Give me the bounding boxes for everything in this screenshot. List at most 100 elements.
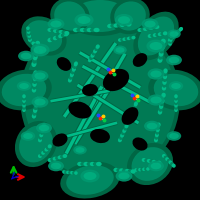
Ellipse shape [167, 159, 171, 163]
Ellipse shape [179, 27, 183, 31]
Ellipse shape [127, 37, 131, 40]
Ellipse shape [64, 32, 69, 36]
Ellipse shape [48, 158, 52, 162]
Ellipse shape [47, 38, 53, 42]
Ellipse shape [160, 101, 164, 106]
Bar [62, 42, 118, 118]
Ellipse shape [48, 144, 52, 148]
Ellipse shape [155, 133, 159, 137]
Ellipse shape [134, 101, 138, 106]
Bar [79, 51, 141, 89]
Ellipse shape [169, 36, 173, 40]
Ellipse shape [142, 158, 146, 162]
Ellipse shape [151, 163, 161, 169]
Ellipse shape [169, 133, 179, 139]
Ellipse shape [48, 18, 64, 30]
Ellipse shape [171, 83, 181, 89]
Ellipse shape [41, 128, 45, 132]
Bar [76, 83, 140, 125]
Ellipse shape [66, 171, 70, 174]
Ellipse shape [162, 80, 167, 85]
Ellipse shape [15, 121, 57, 167]
Ellipse shape [147, 123, 157, 129]
Ellipse shape [159, 92, 165, 112]
Ellipse shape [159, 48, 164, 54]
Ellipse shape [160, 45, 165, 50]
Ellipse shape [64, 171, 78, 175]
Ellipse shape [140, 168, 144, 171]
Ellipse shape [40, 130, 44, 135]
Ellipse shape [33, 79, 37, 84]
Ellipse shape [43, 149, 47, 153]
Ellipse shape [61, 33, 66, 37]
Ellipse shape [70, 171, 74, 174]
Ellipse shape [33, 96, 39, 116]
Ellipse shape [28, 36, 31, 40]
Ellipse shape [118, 138, 122, 142]
Ellipse shape [142, 168, 146, 171]
Ellipse shape [90, 53, 95, 58]
Ellipse shape [164, 156, 176, 168]
Bar [78, 50, 142, 90]
Ellipse shape [83, 162, 89, 166]
Ellipse shape [156, 125, 160, 130]
Ellipse shape [172, 164, 176, 168]
Ellipse shape [93, 162, 99, 166]
Ellipse shape [167, 30, 181, 38]
Ellipse shape [174, 94, 178, 110]
Ellipse shape [158, 107, 163, 112]
Ellipse shape [30, 40, 43, 53]
Ellipse shape [118, 38, 122, 42]
Bar [63, 121, 117, 139]
Ellipse shape [58, 34, 63, 38]
Ellipse shape [90, 28, 96, 32]
Ellipse shape [147, 159, 151, 163]
Bar [63, 42, 117, 118]
Ellipse shape [71, 0, 129, 32]
Ellipse shape [120, 36, 136, 41]
Ellipse shape [129, 101, 137, 120]
Ellipse shape [54, 1, 86, 31]
Ellipse shape [53, 29, 58, 33]
Ellipse shape [74, 61, 78, 66]
Ellipse shape [22, 101, 26, 105]
Ellipse shape [50, 0, 90, 34]
Ellipse shape [174, 94, 178, 98]
Ellipse shape [170, 27, 183, 40]
Ellipse shape [39, 125, 49, 131]
Ellipse shape [113, 23, 119, 28]
Ellipse shape [40, 144, 52, 156]
Ellipse shape [63, 154, 67, 158]
Ellipse shape [22, 108, 26, 112]
Ellipse shape [90, 44, 99, 60]
Ellipse shape [146, 40, 166, 52]
Ellipse shape [34, 47, 39, 54]
Ellipse shape [68, 101, 92, 119]
Ellipse shape [52, 133, 68, 147]
Ellipse shape [73, 146, 87, 154]
Ellipse shape [39, 135, 43, 140]
Ellipse shape [32, 82, 37, 87]
Ellipse shape [53, 36, 58, 40]
Ellipse shape [73, 64, 77, 69]
Ellipse shape [2, 74, 46, 106]
Ellipse shape [163, 74, 167, 79]
Ellipse shape [76, 28, 100, 32]
Ellipse shape [157, 57, 163, 63]
Ellipse shape [140, 25, 160, 31]
Ellipse shape [84, 172, 96, 180]
Ellipse shape [68, 77, 72, 83]
Ellipse shape [169, 57, 179, 63]
Ellipse shape [32, 111, 37, 116]
Ellipse shape [148, 161, 164, 171]
Ellipse shape [32, 70, 37, 90]
Ellipse shape [19, 83, 29, 89]
Ellipse shape [150, 71, 162, 77]
Ellipse shape [27, 30, 30, 34]
Ellipse shape [160, 42, 165, 47]
Ellipse shape [110, 0, 150, 34]
Ellipse shape [166, 55, 182, 65]
Ellipse shape [34, 46, 46, 54]
Ellipse shape [59, 30, 64, 34]
Ellipse shape [159, 51, 164, 57]
